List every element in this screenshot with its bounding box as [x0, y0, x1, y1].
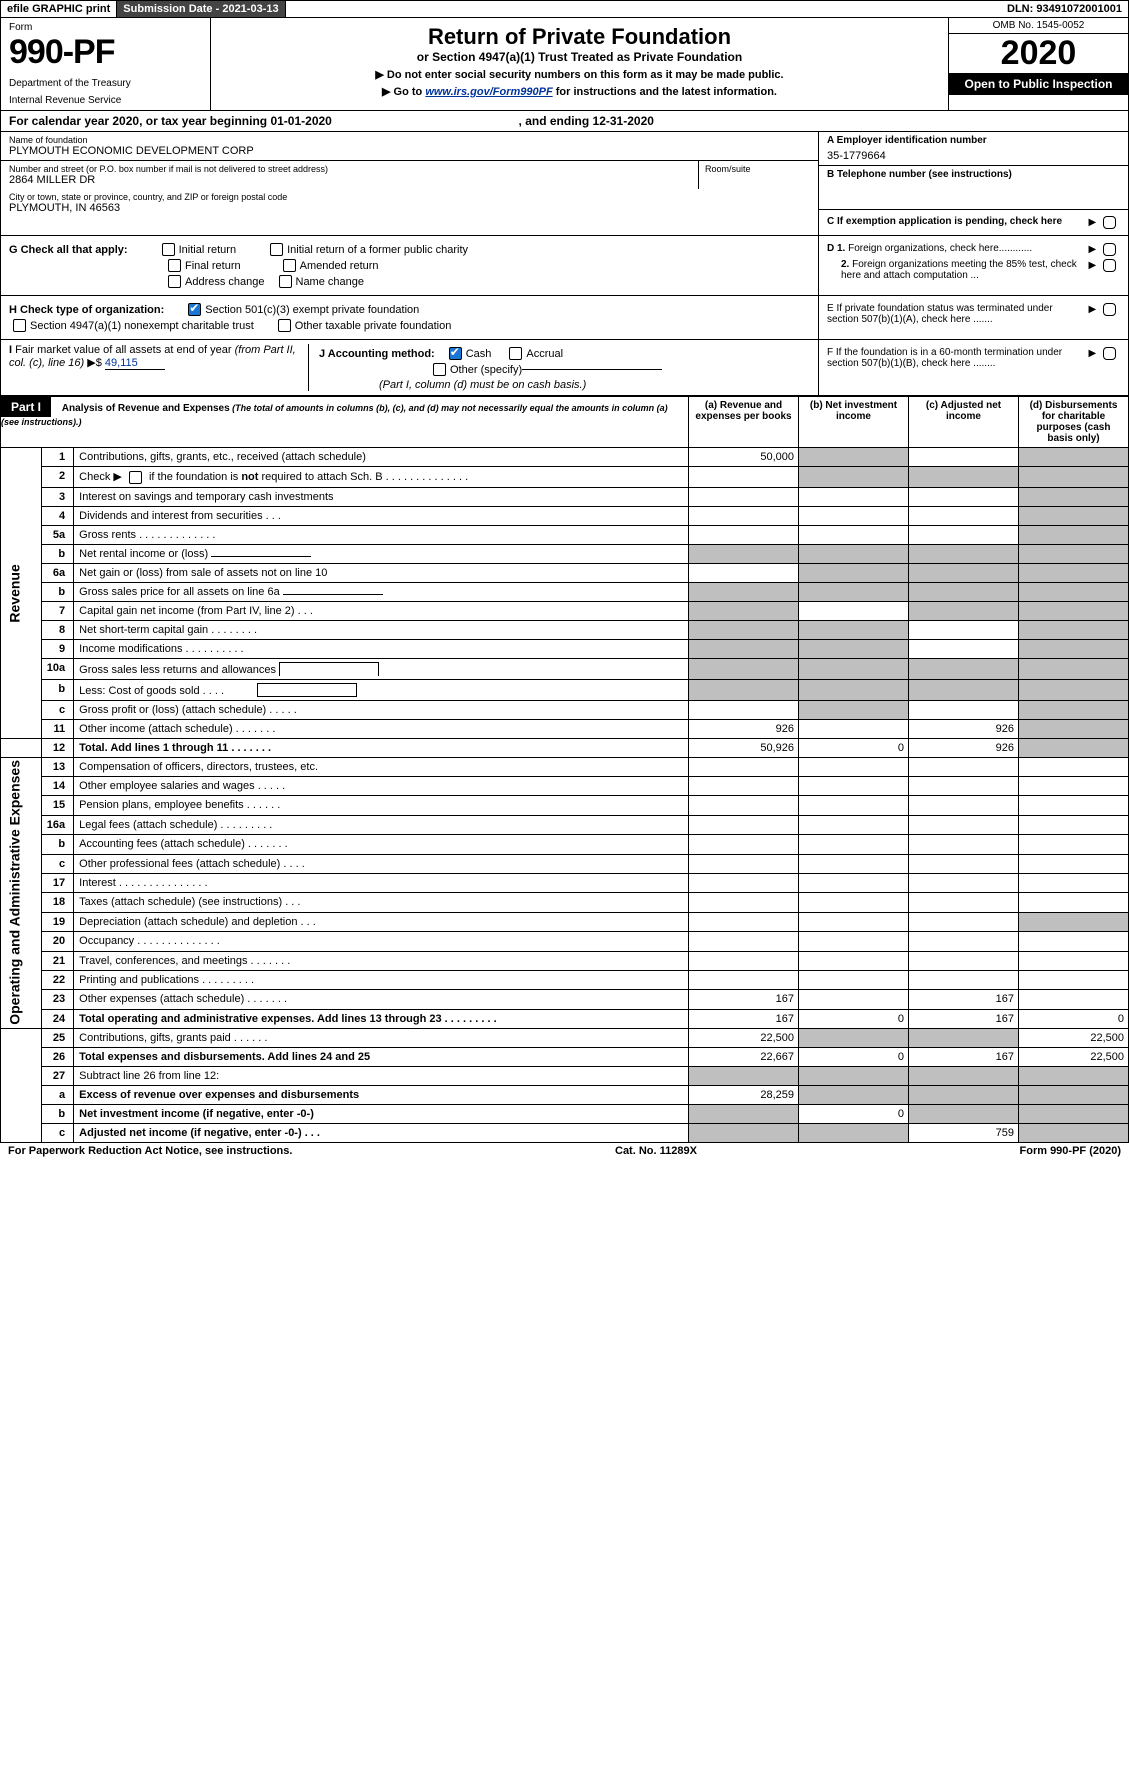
omb-number: OMB No. 1545-0052 [949, 18, 1128, 34]
other-method-checkbox[interactable] [433, 363, 446, 376]
d2-checkbox[interactable] [1103, 259, 1116, 272]
check-section-1: G Check all that apply: Initial return I… [0, 236, 1129, 296]
f-checkbox[interactable] [1103, 347, 1116, 360]
g-row: G Check all that apply: Initial return I… [9, 243, 810, 256]
form-number: 990-PF [9, 33, 202, 72]
irs-link[interactable]: www.irs.gov/Form990PF [425, 86, 552, 98]
amended-return-checkbox[interactable] [283, 259, 296, 272]
footer-form: Form 990-PF (2020) [1020, 1145, 1122, 1157]
analysis-table: Part I Analysis of Revenue and Expenses … [0, 396, 1129, 1143]
4947-checkbox[interactable] [13, 319, 26, 332]
efile-label: efile GRAPHIC print [1, 1, 117, 17]
check-section-2: H Check type of organization: Section 50… [0, 296, 1129, 340]
501c3-checkbox[interactable] [188, 303, 201, 316]
entity-block: Name of foundation PLYMOUTH ECONOMIC DEV… [0, 132, 1129, 236]
irs-label: Internal Revenue Service [9, 95, 202, 106]
expenses-side-label: Operating and Administrative Expenses [1, 757, 42, 1029]
other-taxable-checkbox[interactable] [278, 319, 291, 332]
name-change-checkbox[interactable] [279, 275, 292, 288]
form-subtitle: or Section 4947(a)(1) Trust Treated as P… [221, 50, 938, 64]
dept-treasury: Department of the Treasury [9, 78, 202, 89]
exemption-pending: C If exemption application is pending, c… [819, 210, 1128, 235]
sch-b-checkbox[interactable] [129, 471, 142, 484]
part1-badge: Part I [1, 397, 51, 417]
dln: DLN: 93491072001001 [1001, 1, 1128, 17]
ij-section: I Fair market value of all assets at end… [0, 340, 1129, 396]
page-footer: For Paperwork Reduction Act Notice, see … [0, 1143, 1129, 1159]
telephone-cell: B Telephone number (see instructions) [819, 166, 1128, 210]
d1-checkbox[interactable] [1103, 243, 1116, 256]
open-public: Open to Public Inspection [949, 73, 1128, 95]
col-c-header: (c) Adjusted net income [909, 397, 1019, 448]
fmv-link[interactable]: 49,115 [105, 357, 165, 370]
street-address-cell: Number and street (or P.O. box number if… [1, 161, 698, 189]
revenue-side-label: Revenue [1, 448, 42, 739]
city-cell: City or town, state or province, country… [1, 189, 818, 217]
final-return-checkbox[interactable] [168, 259, 181, 272]
ein-cell: A Employer identification number 35-1779… [819, 132, 1128, 166]
topbar: efile GRAPHIC print Submission Date - 20… [0, 0, 1129, 18]
header-right: OMB No. 1545-0052 2020 Open to Public In… [948, 18, 1128, 110]
warning-1: ▶ Do not enter social security numbers o… [221, 68, 938, 81]
address-change-checkbox[interactable] [168, 275, 181, 288]
footer-left: For Paperwork Reduction Act Notice, see … [8, 1145, 292, 1157]
col-b-header: (b) Net investment income [799, 397, 909, 448]
form-header: Form 990-PF Department of the Treasury I… [0, 18, 1129, 111]
initial-return-checkbox[interactable] [162, 243, 175, 256]
submission-date: Submission Date - 2021-03-13 [117, 1, 285, 17]
form-label: Form [9, 22, 202, 33]
accrual-checkbox[interactable] [509, 347, 522, 360]
room-suite: Room/suite [698, 161, 818, 189]
foundation-name-cell: Name of foundation PLYMOUTH ECONOMIC DEV… [1, 132, 818, 161]
initial-public-checkbox[interactable] [270, 243, 283, 256]
col-a-header: (a) Revenue and expenses per books [689, 397, 799, 448]
col-d-header: (d) Disbursements for charitable purpose… [1019, 397, 1129, 448]
warning-2: ▶ Go to www.irs.gov/Form990PF for instru… [221, 85, 938, 98]
exemption-checkbox[interactable] [1103, 216, 1116, 229]
header-left: Form 990-PF Department of the Treasury I… [1, 18, 211, 110]
calendar-year-line: For calendar year 2020, or tax year begi… [0, 111, 1129, 132]
form-title: Return of Private Foundation [221, 24, 938, 50]
e-checkbox[interactable] [1103, 303, 1116, 316]
tax-year: 2020 [949, 34, 1128, 73]
cash-checkbox[interactable] [449, 347, 462, 360]
topbar-spacer [286, 1, 1001, 17]
header-center: Return of Private Foundation or Section … [211, 18, 948, 110]
footer-cat: Cat. No. 11289X [615, 1145, 697, 1157]
